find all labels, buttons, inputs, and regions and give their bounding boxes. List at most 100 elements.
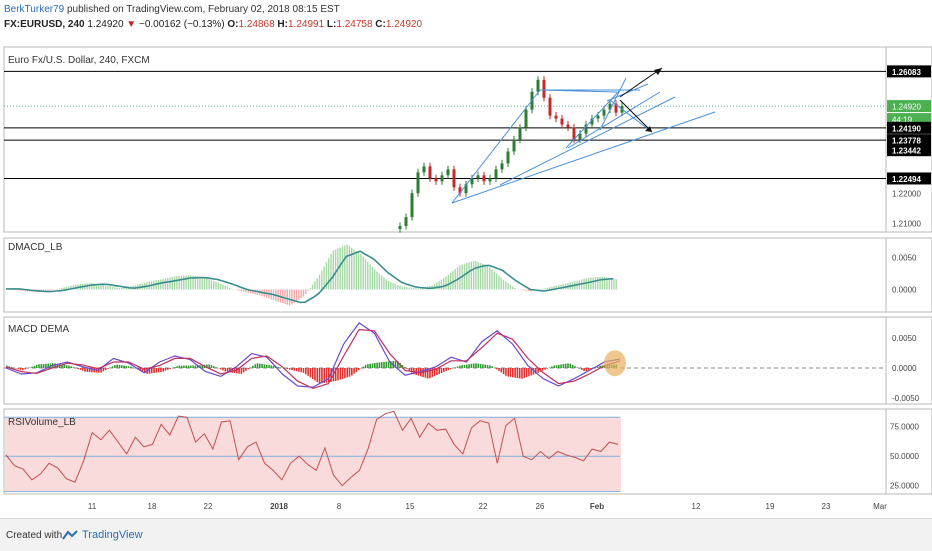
macd-histogram-bar	[517, 368, 519, 378]
macd-histogram-bar	[123, 366, 125, 368]
chart-area[interactable]: 1.260831.2492044:191.241901.237781.23442…	[0, 0, 932, 518]
dmacd-histogram-bar	[367, 262, 368, 290]
time-axis-label: 26	[536, 502, 545, 511]
dmacd-histogram-bar	[211, 280, 212, 289]
macd-histogram-bar	[344, 368, 346, 378]
candle-body	[423, 166, 426, 172]
macd-histogram-bar	[119, 365, 121, 368]
macd-histogram-bar	[498, 368, 500, 371]
macd-histogram-bar	[128, 366, 130, 368]
dmacd-histogram-bar	[473, 261, 474, 290]
dmacd-histogram-bar	[300, 289, 301, 298]
dmacd-histogram-bar	[238, 289, 239, 290]
macd-histogram-bar	[107, 368, 109, 369]
dmacd-histogram-bar	[409, 287, 410, 289]
candle-body	[399, 226, 402, 229]
macd-histogram-bar	[457, 367, 459, 368]
dmacd-histogram-bar	[586, 278, 587, 289]
macd-histogram-bar	[277, 367, 279, 368]
macd-histogram-bar	[314, 368, 316, 381]
macd-histogram-bar	[383, 362, 385, 368]
dmacd-histogram-bar	[305, 289, 306, 294]
macd-histogram-bar	[165, 368, 167, 371]
dmacd-histogram-bar	[319, 275, 320, 290]
dmacd-histogram-bar	[399, 286, 400, 290]
dmacd-histogram-bar	[521, 289, 522, 290]
macd-histogram-bar	[222, 368, 224, 370]
dmacd-histogram-bar	[103, 285, 104, 289]
macd-histogram-bar	[307, 368, 309, 376]
time-axis-label: 8	[337, 502, 342, 511]
dmacd-histogram-bar	[498, 276, 499, 290]
price-axis-label: 1.23442	[892, 147, 921, 156]
tradingview-link[interactable]: TradingView	[82, 529, 143, 541]
dmacd-histogram-bar	[455, 269, 456, 289]
candle-body	[489, 178, 492, 181]
macd-histogram-bar	[105, 368, 107, 370]
dmacd-histogram-bar	[231, 289, 232, 290]
macd-histogram-bar	[358, 368, 360, 370]
macd-histogram-bar	[70, 366, 72, 368]
macd-histogram-bar	[491, 366, 493, 368]
macd-histogram-bar	[438, 368, 440, 374]
macd-histogram-bar	[289, 368, 291, 370]
macd-histogram-bar	[586, 368, 588, 371]
dmacd-histogram-bar	[312, 285, 313, 290]
macd-histogram-bar	[507, 368, 509, 377]
dmacd-histogram-bar	[512, 286, 513, 289]
dmacd-histogram-bar	[220, 284, 221, 290]
macd-histogram-bar	[356, 368, 358, 372]
macd-histogram-bar	[583, 368, 585, 371]
dmacd-histogram-bar	[344, 245, 345, 289]
macd-histogram-bar	[34, 366, 36, 368]
dmacd-histogram-bar	[411, 288, 412, 290]
macd-histogram-bar	[553, 366, 555, 368]
macd-histogram-bar	[409, 368, 411, 371]
macd-histogram-bar	[80, 368, 82, 370]
macd-histogram-bar	[248, 368, 250, 369]
dmacd-histogram-bar	[349, 246, 350, 289]
macd-histogram-bar	[514, 368, 516, 378]
macd-histogram-bar	[280, 367, 282, 368]
dmacd-histogram-bar	[116, 288, 117, 290]
macd-histogram-bar	[31, 367, 33, 368]
dmacd-axis-label: 0.0000	[892, 285, 917, 294]
dmacd-histogram-bar	[379, 273, 380, 289]
dmacd-histogram-bar	[114, 287, 115, 289]
dmacd-histogram-bar	[314, 282, 315, 290]
macd-histogram-bar	[381, 362, 383, 368]
macd-histogram-bar	[349, 368, 351, 377]
dmacd-histogram-bar	[317, 278, 318, 289]
dmacd-histogram-bar	[225, 286, 226, 290]
dmacd-line	[6, 251, 613, 302]
macd-histogram-bar	[296, 368, 298, 371]
candle-body	[507, 151, 510, 163]
rsi-band	[5, 417, 621, 491]
price-pane-border	[4, 47, 932, 232]
dmacd-histogram-bar	[333, 251, 334, 290]
price-pane[interactable]: 1.260831.2492044:191.241901.237781.23442…	[4, 65, 931, 232]
dmacd-histogram-bar	[57, 289, 58, 290]
macd-histogram-bar	[466, 365, 468, 368]
dmacd-histogram-bar	[340, 247, 341, 289]
dmacd-histogram-bar	[321, 271, 322, 290]
projection-arrow-down	[620, 100, 652, 132]
dmacd-histogram-bar	[595, 277, 596, 289]
macd-histogram-bar	[181, 366, 183, 368]
macd-histogram-bar	[475, 363, 477, 368]
dmacd-histogram-bar	[386, 279, 387, 289]
macd-histogram-bar	[496, 368, 498, 369]
dmacd-histogram-bar	[346, 245, 347, 290]
macd-histogram-bar	[528, 368, 530, 376]
footer-bar: Created with TradingView	[0, 518, 932, 551]
macd-histogram-bar	[291, 368, 293, 370]
dmacd-histogram-bar	[413, 288, 414, 290]
macd-histogram-bar	[190, 366, 192, 368]
dmacd-histogram-bar	[360, 254, 361, 290]
dmacd-histogram-bar	[503, 280, 504, 290]
macd-histogram-bar	[153, 368, 155, 373]
